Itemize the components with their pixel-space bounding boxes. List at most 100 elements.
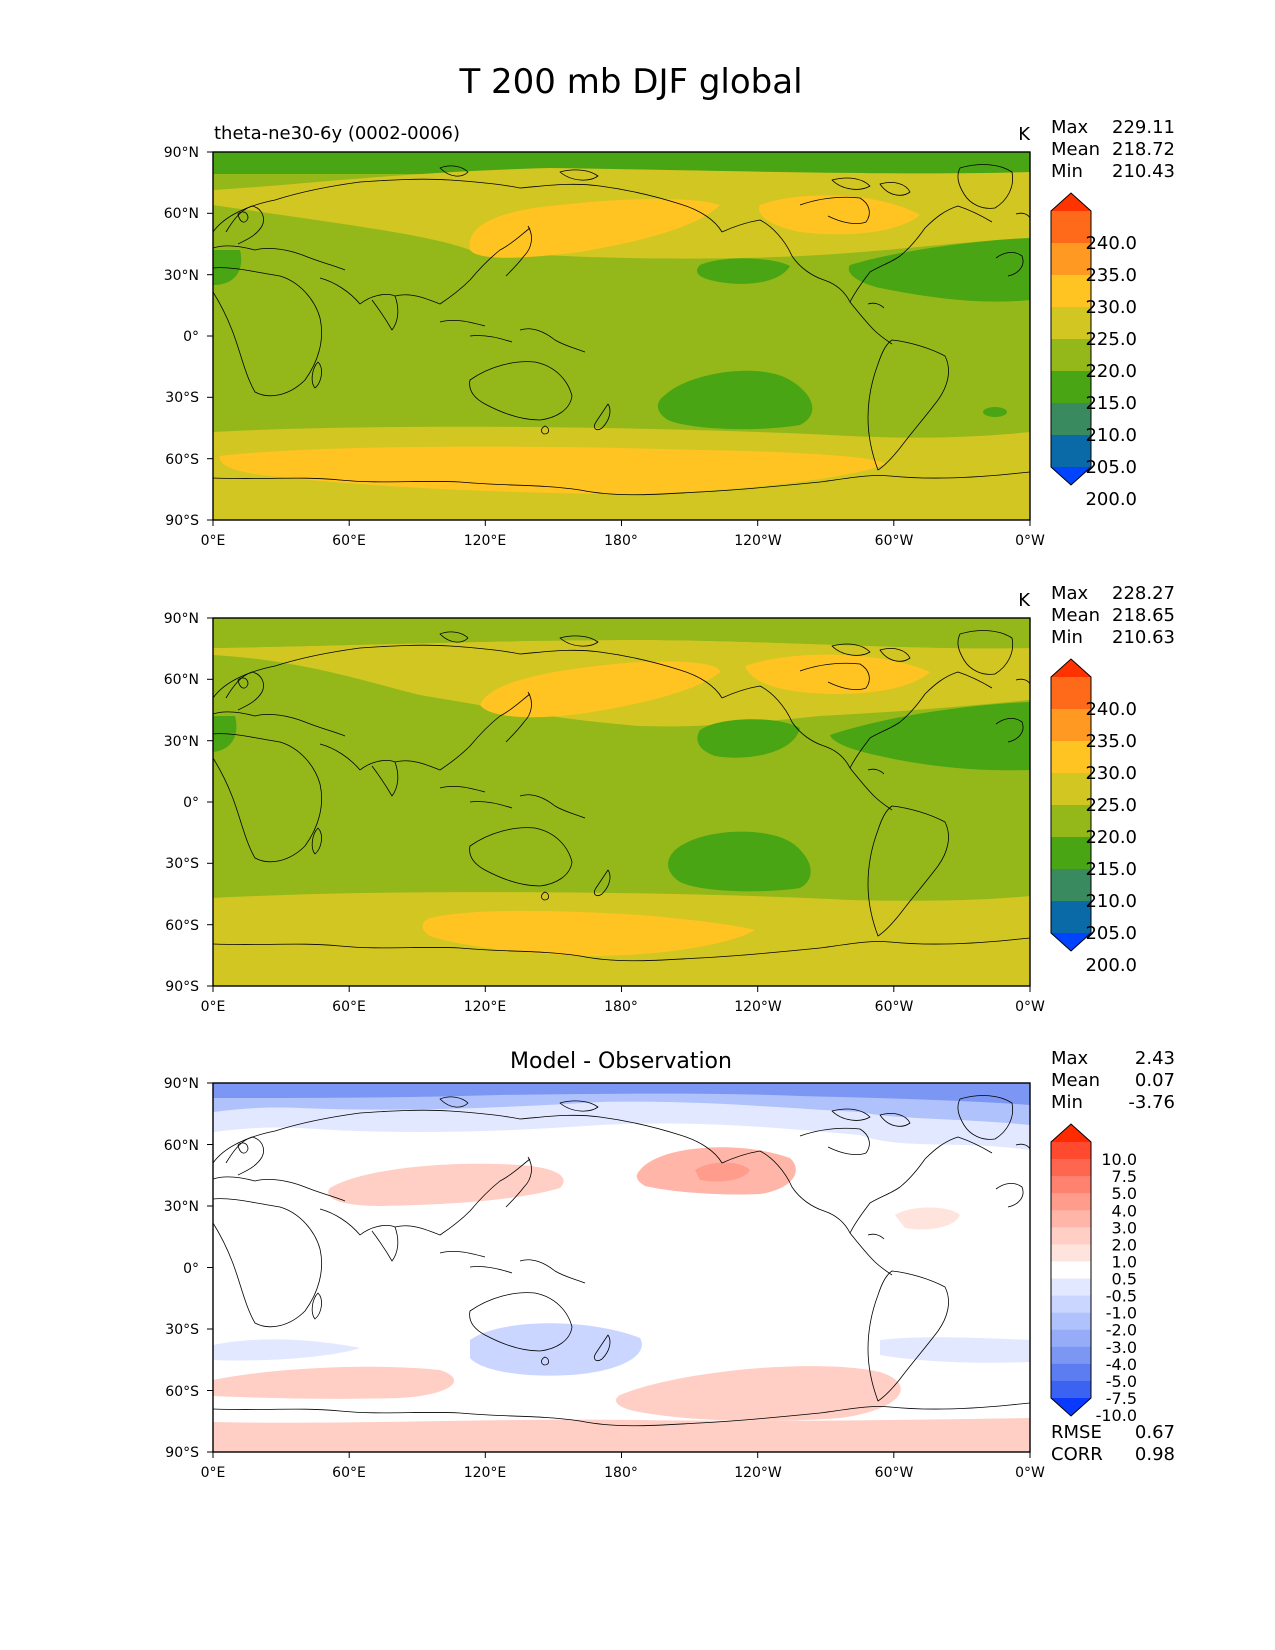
colorbar-swatch — [1051, 1346, 1091, 1365]
tick-label: 60°W — [875, 533, 914, 549]
colorbar-tick-label: 205.0 — [1085, 457, 1137, 478]
colorbar-swatch — [1051, 901, 1091, 934]
tick-label: 0° — [183, 795, 199, 811]
field-cool-australia — [470, 1323, 642, 1376]
colorbar-tick-label: 215.0 — [1085, 393, 1137, 414]
colorbar-swatch — [1051, 709, 1091, 742]
tick-label: 180° — [604, 533, 638, 549]
field-warm-asia — [328, 1163, 564, 1206]
field-cool-east-pacific — [697, 719, 800, 758]
stat-label-max: Max — [1051, 117, 1089, 138]
stat-value-mean: 218.72 — [1112, 139, 1175, 160]
colorbar-extend-max — [1051, 659, 1091, 677]
field-cool-atlantic — [830, 702, 1030, 771]
colorbar-swatch — [1051, 1176, 1091, 1194]
tick-label: 180° — [604, 1465, 638, 1481]
colorbar-swatch — [1051, 1295, 1091, 1314]
colorbar-tick-label: 0.5 — [1112, 1270, 1137, 1289]
x-axis: 0°E 60°E 120°E 180° 120°W 60°W 0°W — [201, 1452, 1045, 1481]
stat-value-min: -3.76 — [1128, 1092, 1175, 1113]
tick-label: 120°E — [464, 999, 507, 1015]
colorbar-tick-label: 240.0 — [1085, 233, 1137, 254]
colorbar-outline — [1050, 1123, 1092, 1417]
colorbar-swatch — [1051, 1142, 1091, 1160]
field-cool-east-pacific — [697, 258, 790, 284]
colorbar-swatch — [1051, 1363, 1091, 1382]
colorbar: 240.0 235.0 230.0 225.0 220.0 215.0 210.0 205.0… — [1050, 192, 1137, 510]
tick-label: 30°N — [164, 268, 199, 284]
colorbar-swatch — [1051, 773, 1091, 806]
metric-label-corr: CORR — [1051, 1444, 1103, 1465]
colorbar-extend-min — [1051, 467, 1091, 485]
colorbar-tick-label: 240.0 — [1085, 699, 1137, 720]
stat-label-max: Max — [1051, 1048, 1089, 1069]
colorbar-extend-min — [1051, 1398, 1091, 1416]
tick-label: 60°E — [332, 533, 366, 549]
colorbar-tick-label: 3.0 — [1112, 1218, 1137, 1237]
colorbar-swatch — [1051, 677, 1091, 710]
field-cool-south-pacific — [668, 831, 811, 892]
colorbar-swatch — [1051, 1312, 1091, 1331]
stat-value-max: 2.43 — [1135, 1048, 1175, 1069]
colorbar-tick-label: 235.0 — [1085, 731, 1137, 752]
stat-value-mean: 218.65 — [1112, 605, 1175, 626]
map-field — [213, 618, 1030, 986]
tick-label: 60°N — [164, 672, 199, 688]
colorbar-swatch — [1051, 1278, 1091, 1297]
colorbar-swatch — [1051, 1227, 1091, 1245]
stat-label-mean: Mean — [1051, 139, 1100, 160]
colorbar-tick-label: 5.0 — [1112, 1184, 1137, 1203]
colorbar-tick-label: -7.5 — [1106, 1389, 1137, 1408]
tick-label: 0°E — [201, 1465, 226, 1481]
tick-label: 90°S — [165, 1445, 199, 1461]
colorbar-swatch — [1051, 435, 1091, 468]
colorbar-swatch — [1051, 1329, 1091, 1348]
colorbar-tick-label: -1.0 — [1106, 1304, 1137, 1323]
field-warm-southern-ocean — [422, 910, 755, 956]
field-cool-south-atlantic — [983, 407, 1007, 417]
y-axis: 90°N 60°N 30°N 0° 30°S 60°S 90°S — [164, 145, 213, 529]
stats-block: Max 2.43 Mean 0.07 Min -3.76 — [1051, 1048, 1175, 1113]
tick-label: 90°N — [164, 611, 199, 627]
y-axis: 90°N 60°N 30°N 0° 30°S 60°S 90°S — [164, 611, 213, 995]
tick-label: 60°S — [165, 1384, 199, 1400]
tick-label: 0°W — [1015, 1465, 1045, 1481]
panel-observation: K 90°N 60°N 30°N 0° 30°S 60°S 90°S — [164, 583, 1175, 1015]
colorbar-tick-label: 1.0 — [1112, 1252, 1137, 1271]
tick-label: 90°N — [164, 145, 199, 161]
colorbar-outline — [1050, 658, 1092, 952]
stat-label-min: Min — [1051, 1092, 1083, 1113]
tick-label: 60°S — [165, 452, 199, 468]
colorbar-extend-min — [1051, 933, 1091, 951]
colorbar-swatch — [1051, 403, 1091, 436]
tick-label: 90°N — [164, 1076, 199, 1092]
tick-label: 60°E — [332, 999, 366, 1015]
colorbar-swatch — [1051, 1244, 1091, 1263]
tick-label: 120°W — [734, 1465, 782, 1481]
tick-label: 0° — [183, 329, 199, 345]
colorbar-tick-label: 205.0 — [1085, 923, 1137, 944]
colorbar-swatch — [1051, 371, 1091, 404]
field-cool-south-pacific — [657, 370, 813, 430]
colorbar-tick-label: 220.0 — [1085, 361, 1137, 382]
tick-label: 0°W — [1015, 533, 1045, 549]
colorbar-swatch — [1051, 741, 1091, 774]
tick-label: 0°E — [201, 533, 226, 549]
colorbar-swatch — [1051, 805, 1091, 838]
panel-left-title: theta-ne30-6y (0002-0006) — [214, 123, 460, 144]
colorbar-swatch — [1051, 1210, 1091, 1228]
tick-label: 30°S — [165, 856, 199, 872]
tick-label: 60°W — [875, 1465, 914, 1481]
field-cool-atlantic — [848, 238, 1030, 302]
colorbar-swatch — [1051, 1380, 1091, 1399]
field-warm-asia-pacific — [469, 198, 720, 258]
metric-label-rmse: RMSE — [1051, 1422, 1102, 1443]
y-axis: 90°N 60°N 30°N 0° 30°S 60°S 90°S — [164, 1076, 213, 1461]
stat-value-max: 228.27 — [1112, 583, 1175, 604]
panel-units: K — [1018, 590, 1031, 611]
tick-label: 60°E — [332, 1465, 366, 1481]
tick-label: 60°W — [875, 999, 914, 1015]
colorbar-tick-label: 210.0 — [1085, 425, 1137, 446]
figure-title: T 200 mb DJF global — [458, 62, 802, 102]
colorbar-swatch — [1051, 243, 1091, 276]
